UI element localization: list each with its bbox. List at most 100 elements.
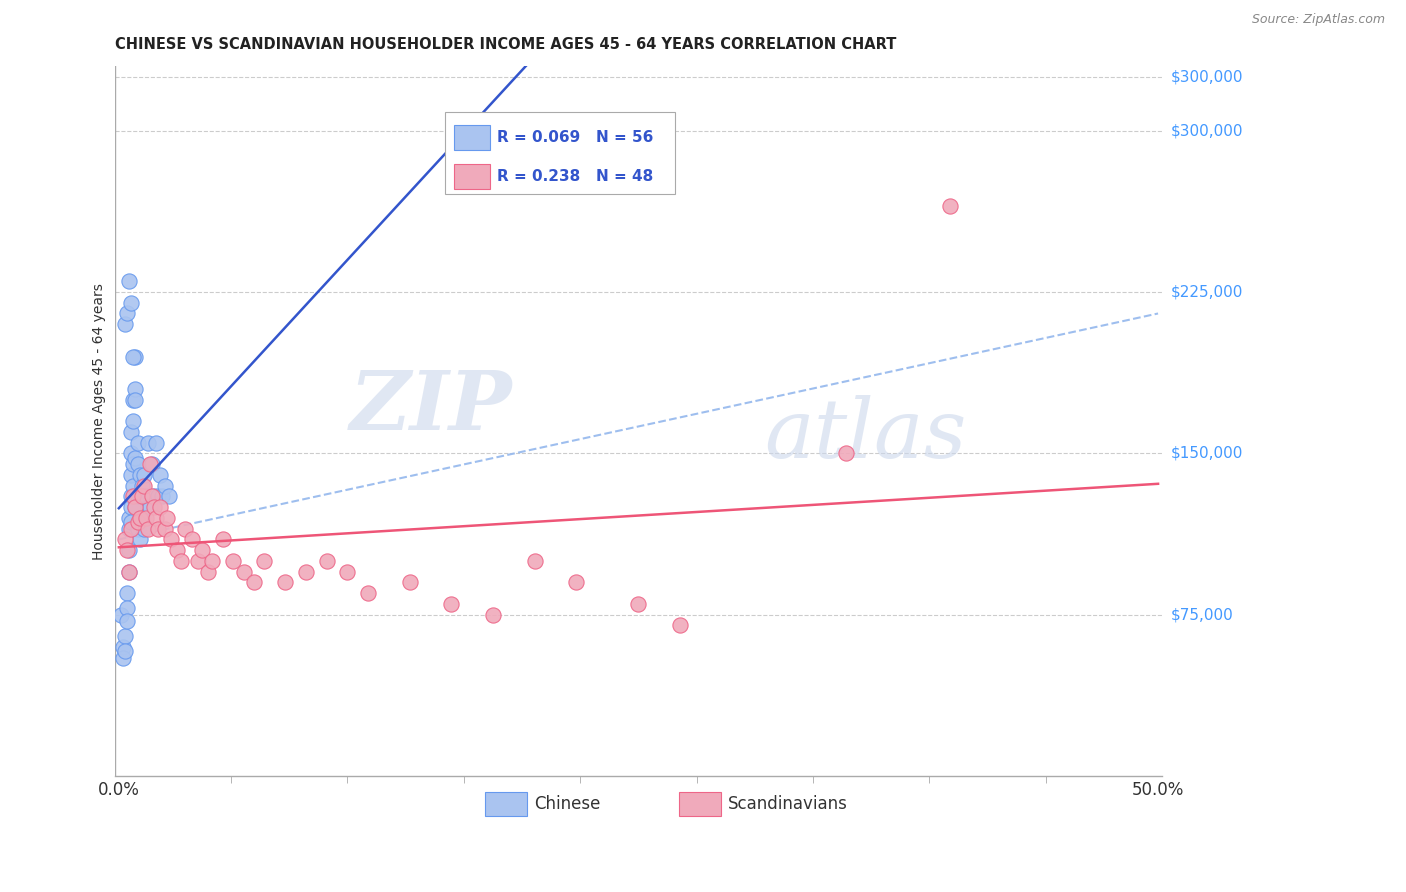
Point (128, 511, 150, 525)
Point (669, 618, 692, 632)
Point (122, 414, 145, 428)
Point (127, 457, 149, 471)
Point (122, 489, 145, 503)
Point (111, 650, 134, 665)
Text: CHINESE VS SCANDINAVIAN HOUSEHOLDER INCOME AGES 45 - 64 YEARS CORRELATION CHART: CHINESE VS SCANDINAVIAN HOUSEHOLDER INCO… (115, 37, 896, 52)
Point (118, 274, 141, 288)
Point (120, 295, 142, 310)
Point (156, 511, 179, 525)
Point (127, 489, 149, 503)
Y-axis label: Householder Income Ages 45 - 64 years: Householder Income Ages 45 - 64 years (93, 283, 107, 559)
Point (141, 457, 163, 471)
Point (153, 478, 176, 492)
Text: atlas: atlas (763, 395, 966, 475)
Point (128, 489, 150, 503)
Point (357, 586, 380, 600)
FancyBboxPatch shape (454, 164, 489, 189)
Point (139, 500, 162, 515)
Text: R = 0.069   N = 56: R = 0.069 N = 56 (498, 129, 654, 145)
Point (128, 511, 150, 525)
Point (197, 565, 219, 579)
Point (136, 435, 159, 450)
Point (211, 533, 233, 547)
Point (939, 199, 962, 213)
Point (136, 500, 159, 515)
FancyBboxPatch shape (444, 112, 675, 194)
Point (111, 640, 134, 654)
Point (152, 489, 174, 503)
Text: $225,000: $225,000 (1171, 285, 1243, 300)
Point (118, 565, 141, 579)
Point (118, 511, 141, 525)
Point (124, 392, 146, 407)
Point (127, 515, 149, 529)
Point (115, 586, 138, 600)
Point (148, 489, 170, 503)
Point (114, 317, 136, 331)
Point (180, 533, 202, 547)
Point (274, 575, 297, 590)
Point (174, 522, 197, 536)
Point (124, 450, 146, 465)
Point (128, 533, 150, 547)
Point (136, 522, 159, 536)
Point (835, 446, 858, 460)
FancyBboxPatch shape (454, 125, 489, 150)
Point (135, 511, 157, 525)
Point (124, 350, 146, 364)
Point (482, 607, 505, 622)
Text: R = 0.238   N = 48: R = 0.238 N = 48 (498, 169, 654, 184)
FancyBboxPatch shape (485, 792, 527, 816)
Point (336, 565, 359, 579)
Point (115, 601, 138, 615)
Point (132, 467, 155, 482)
Point (115, 306, 138, 320)
Point (166, 543, 188, 558)
Point (131, 478, 153, 492)
Point (295, 565, 318, 579)
Point (118, 522, 141, 536)
Point (118, 565, 141, 579)
Point (141, 489, 163, 503)
Point (120, 467, 142, 482)
Point (440, 597, 463, 611)
Point (565, 575, 588, 590)
Point (114, 629, 136, 643)
Point (149, 500, 172, 515)
Point (170, 554, 193, 568)
Point (115, 543, 138, 558)
Point (159, 533, 181, 547)
Point (120, 425, 142, 439)
Point (118, 543, 141, 558)
Point (120, 522, 142, 536)
Point (187, 554, 209, 568)
Point (114, 533, 136, 547)
Point (122, 457, 145, 471)
Point (115, 614, 138, 628)
Point (122, 350, 145, 364)
Point (135, 489, 157, 503)
Point (127, 435, 149, 450)
Point (132, 478, 155, 492)
Point (127, 522, 149, 536)
Point (139, 457, 162, 471)
Text: $75,000: $75,000 (1171, 607, 1233, 623)
Point (143, 489, 166, 503)
FancyBboxPatch shape (679, 792, 721, 816)
Point (114, 644, 136, 658)
Point (124, 382, 146, 396)
Point (627, 597, 650, 611)
Point (132, 522, 155, 536)
Point (191, 543, 214, 558)
Point (222, 554, 245, 568)
Point (120, 446, 142, 460)
Point (120, 500, 142, 515)
Point (153, 522, 176, 536)
Point (148, 522, 170, 536)
Point (523, 554, 546, 568)
Point (131, 489, 153, 503)
Point (122, 478, 145, 492)
Point (124, 500, 146, 515)
Point (131, 511, 153, 525)
Point (128, 467, 150, 482)
